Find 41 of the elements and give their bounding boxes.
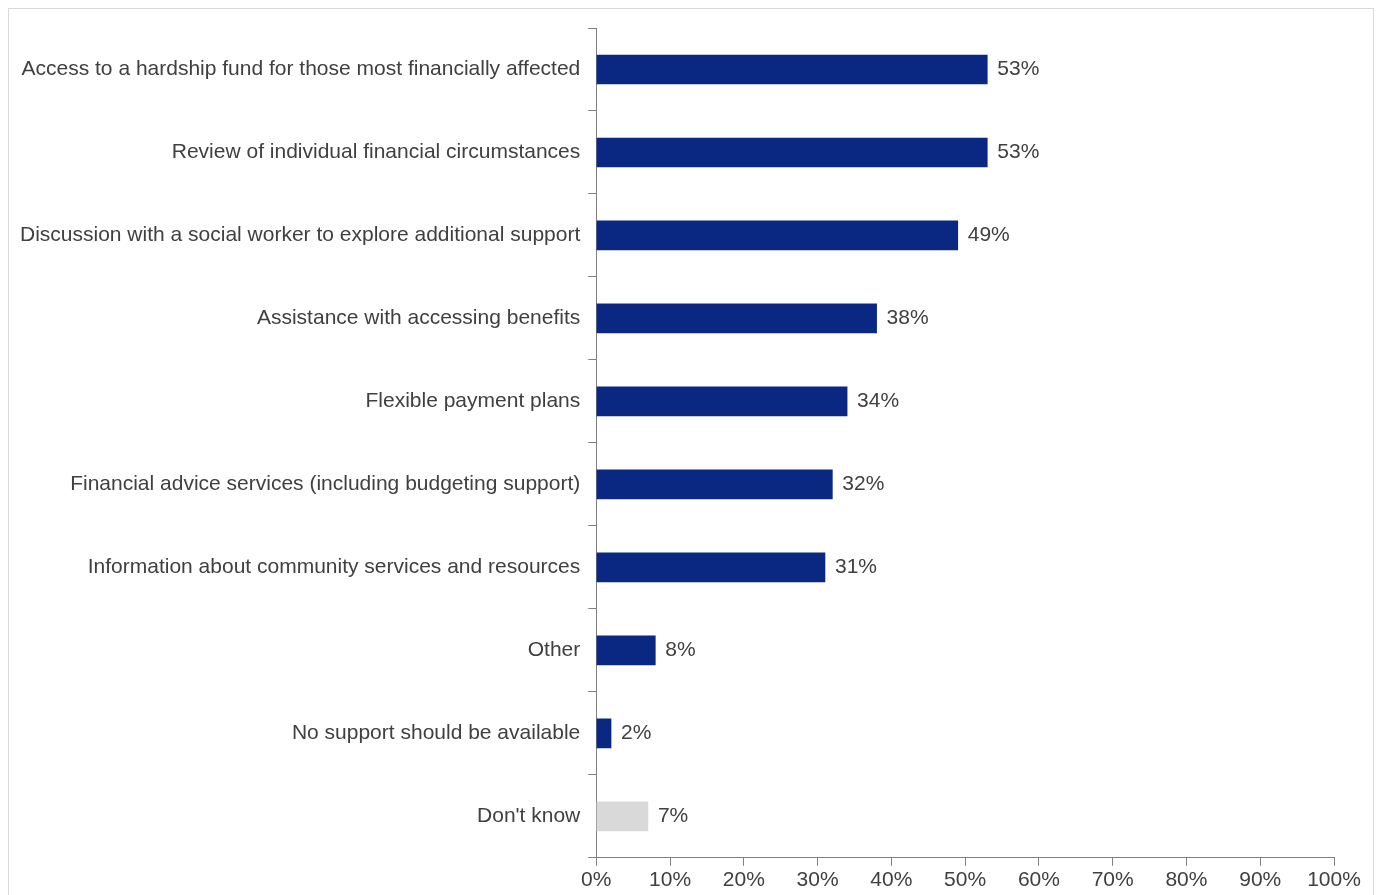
data-label: 53% bbox=[997, 56, 1040, 80]
data-label: 53% bbox=[997, 139, 1040, 163]
bar bbox=[596, 303, 877, 334]
x-tick-label: 100% bbox=[1307, 867, 1361, 891]
bar bbox=[596, 801, 649, 832]
y-tick-label: Information about community services and resources bbox=[87, 554, 581, 578]
x-tick-label: 50% bbox=[944, 867, 987, 891]
data-label: 49% bbox=[967, 222, 1010, 246]
y-tick-label: Review of individual financial circumstances bbox=[171, 139, 581, 163]
bar bbox=[596, 54, 988, 85]
data-label: 38% bbox=[886, 305, 929, 329]
bar bbox=[596, 137, 988, 168]
x-tick-label: 40% bbox=[870, 867, 913, 891]
x-tick-label: 60% bbox=[1017, 867, 1060, 891]
bar bbox=[596, 552, 826, 583]
y-tick-label: Flexible payment plans bbox=[365, 388, 581, 412]
y-tick-label: Access to a hardship fund for those most financially affected bbox=[21, 56, 581, 80]
x-tick-label: 90% bbox=[1239, 867, 1282, 891]
bar bbox=[596, 635, 656, 666]
y-tick-label: Financial advice services (including budgeting support) bbox=[70, 471, 581, 495]
data-label: 32% bbox=[842, 471, 885, 495]
x-tick-label: 10% bbox=[649, 867, 692, 891]
bar bbox=[596, 718, 612, 749]
bar bbox=[596, 220, 959, 251]
x-tick-label: 0% bbox=[581, 867, 612, 891]
y-tick-label: Discussion with a social worker to explore additional support bbox=[19, 222, 581, 246]
data-label: 7% bbox=[657, 803, 689, 827]
y-tick-label: Assistance with accessing benefits bbox=[256, 305, 581, 329]
data-label: 31% bbox=[834, 554, 877, 578]
x-tick-label: 70% bbox=[1091, 867, 1134, 891]
x-tick-label: 30% bbox=[796, 867, 839, 891]
y-tick-label: Don't know bbox=[477, 803, 582, 827]
y-tick-label: Other bbox=[527, 637, 581, 661]
data-label: 34% bbox=[857, 388, 900, 412]
x-tick-label: 20% bbox=[722, 867, 765, 891]
bar bbox=[596, 386, 848, 417]
y-tick-label: No support should be available bbox=[291, 720, 581, 744]
bar bbox=[596, 469, 833, 500]
data-label: 2% bbox=[621, 720, 652, 744]
data-label: 8% bbox=[665, 637, 696, 661]
x-tick-label: 80% bbox=[1165, 867, 1208, 891]
